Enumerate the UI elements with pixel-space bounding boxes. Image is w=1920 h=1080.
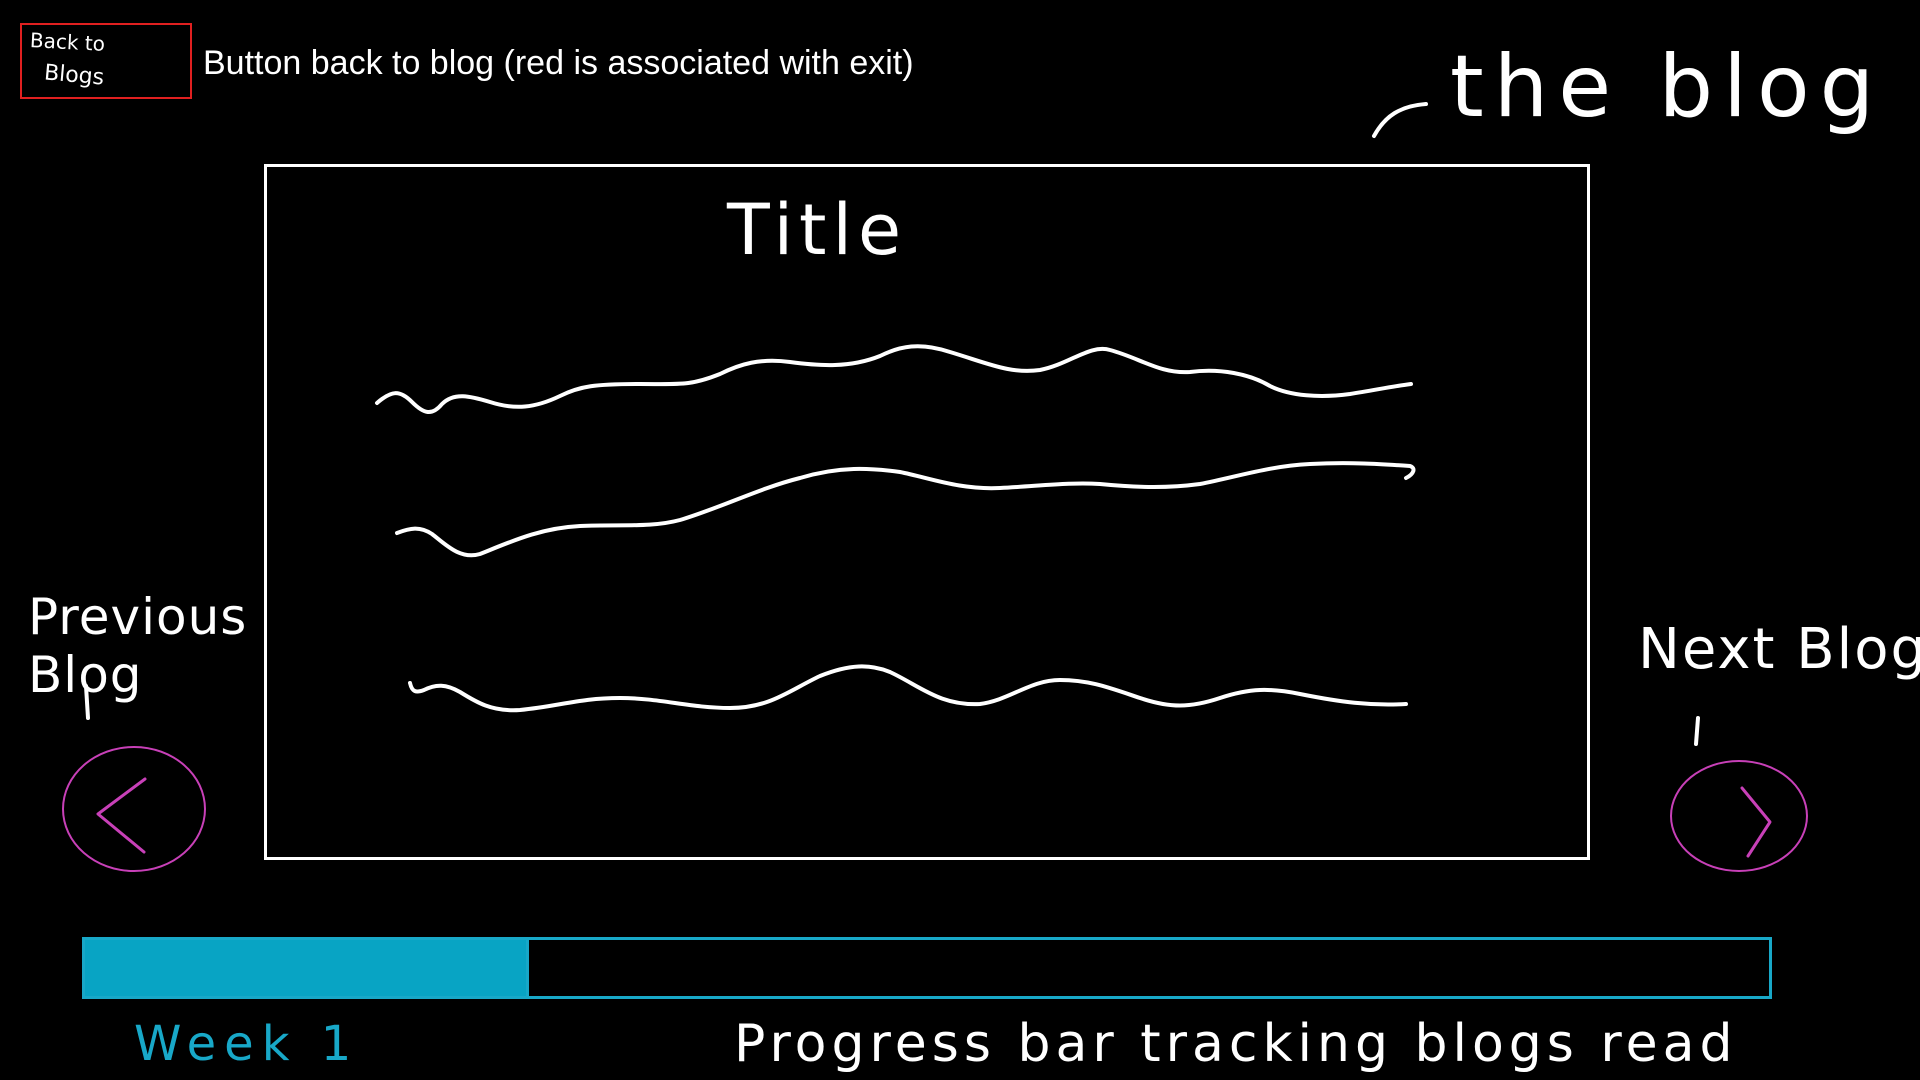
back-button-annotation: Button back to blog (red is associated w… — [203, 44, 914, 82]
blog-title: Title — [727, 189, 908, 271]
progress-bar-fill — [85, 940, 530, 996]
previous-blog-button[interactable] — [62, 746, 206, 872]
previous-blog-label: Previous Blog — [28, 588, 248, 704]
chevron-left-icon — [96, 777, 147, 854]
blogs-read-progress-bar — [82, 937, 1772, 999]
chevron-right-icon — [1740, 786, 1772, 858]
progress-bar-annotation: Progress bar tracking blogs read — [734, 1014, 1738, 1074]
blog-pointer-label: the blog — [1450, 37, 1885, 137]
text-line-2 — [395, 461, 1416, 558]
back-to-blogs-button[interactable]: Back to Blogs — [20, 23, 192, 99]
progress-week-label: Week 1 — [134, 1016, 360, 1072]
text-line-1 — [375, 344, 1413, 414]
text-line-3 — [408, 664, 1408, 713]
blog-content-frame: Title — [264, 164, 1590, 860]
next-blog-button[interactable] — [1670, 760, 1808, 872]
next-blog-label: Next Blog — [1638, 617, 1920, 682]
